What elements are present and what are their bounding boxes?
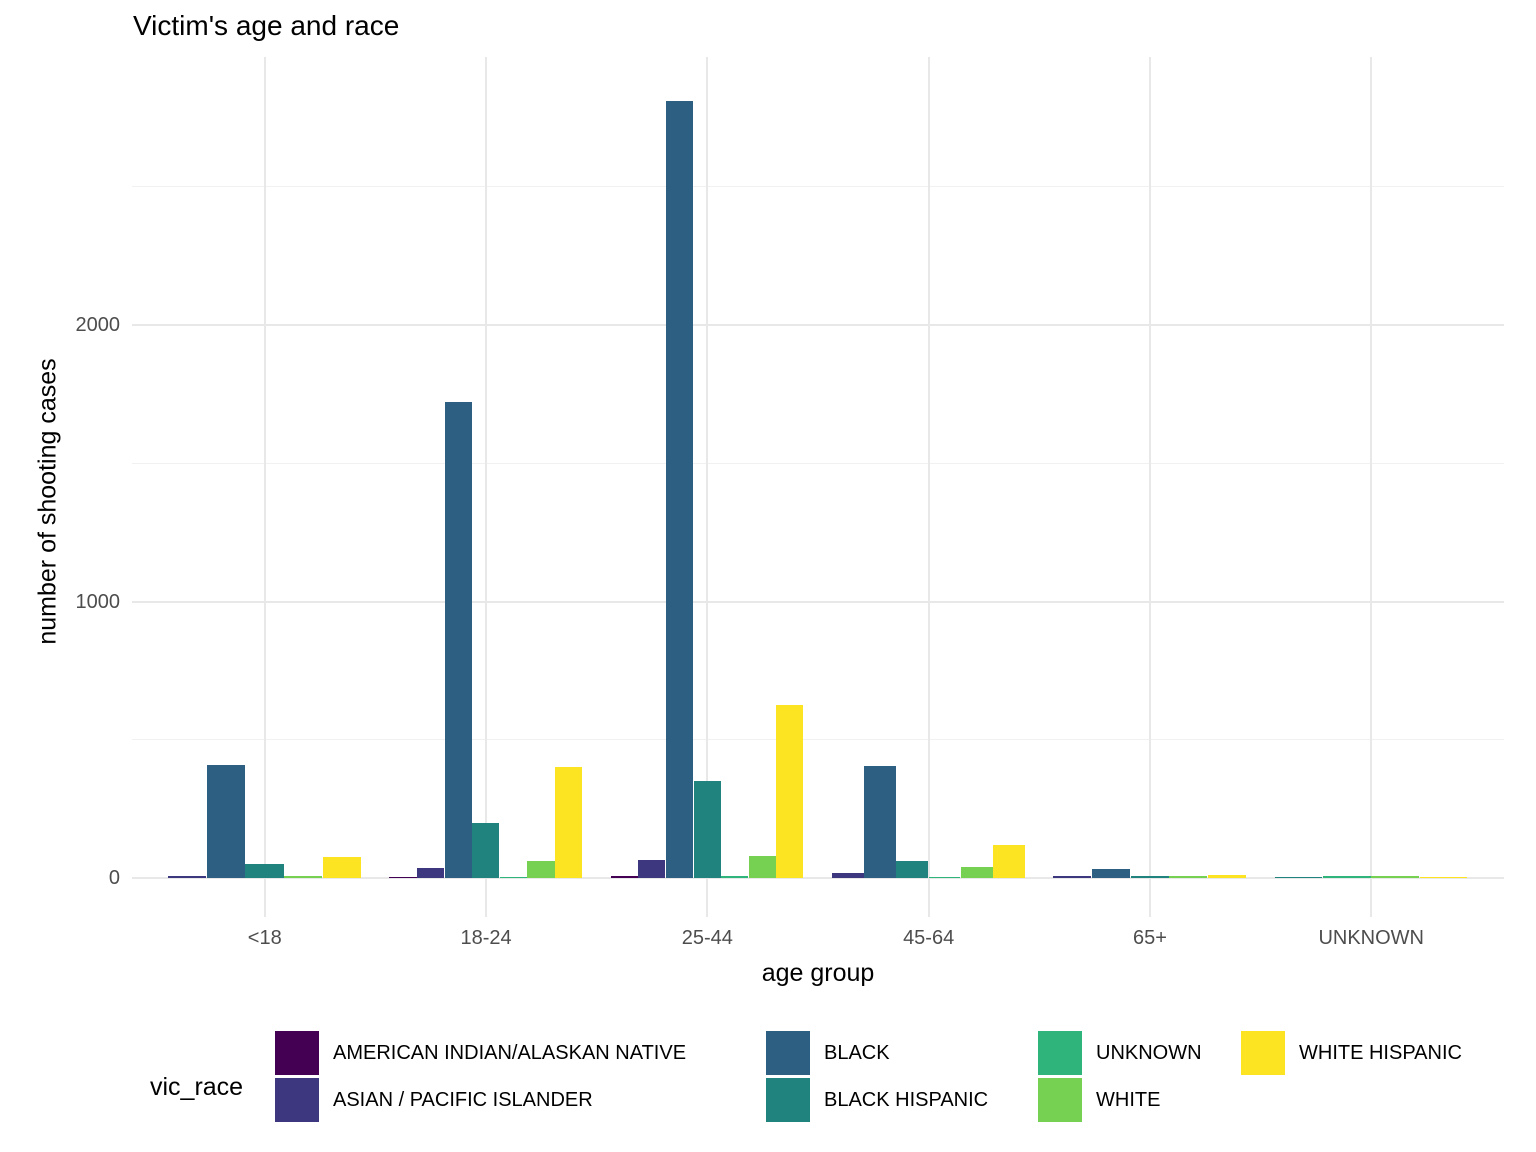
y-tick-label: 0 [108, 867, 120, 889]
legend-swatch-white-hispanic [1241, 1031, 1285, 1075]
legend-swatch-white [1038, 1078, 1082, 1122]
bar-unknown [499, 877, 527, 878]
x-tick-label: UNKNOWN [1318, 927, 1424, 949]
gridline-y-minor [132, 462, 1504, 464]
bar-american-indian-alaskan-native [610, 876, 638, 878]
gridline-x-major [706, 57, 709, 917]
legend-swatch-asian-pacific-islander [275, 1078, 319, 1122]
bar-white-hispanic [322, 857, 361, 878]
bar-american-indian-alaskan-native [389, 876, 417, 878]
gridline-y-major [132, 877, 1504, 879]
bar-white-hispanic [993, 844, 1025, 878]
gridline-x-major [1370, 57, 1373, 917]
bar-black [444, 402, 472, 878]
bar-black-hispanic [245, 863, 284, 878]
gridline-x-major [1148, 57, 1151, 917]
bar-white-hispanic [555, 767, 583, 878]
x-tick-label: 45-64 [903, 927, 955, 949]
bar-black-hispanic [693, 781, 721, 878]
legend-title: vic_race [150, 1073, 244, 1101]
legend-label: ASIAN / PACIFIC ISLANDER [333, 1089, 593, 1111]
bar-white [1169, 876, 1208, 878]
legend-label: WHITE HISPANIC [1299, 1042, 1462, 1064]
legend-swatch-black-hispanic [766, 1078, 810, 1122]
bar-black-hispanic [472, 822, 500, 878]
bar-white [960, 866, 993, 878]
bar-white-hispanic [776, 705, 804, 878]
legend-label: WHITE [1096, 1089, 1161, 1111]
gridline-y-major [132, 600, 1504, 603]
bar-unknown [1322, 875, 1371, 878]
bar-asian-pacific-islander [638, 860, 666, 878]
bar-white-hispanic [1207, 874, 1247, 878]
bar-unknown [928, 876, 961, 878]
gridline-x-major [927, 57, 930, 917]
bar-black [1091, 868, 1131, 878]
y-tick-label: 2000 [75, 314, 121, 336]
bar-unknown [721, 876, 749, 878]
bar-black-hispanic [1130, 876, 1169, 878]
gridline-y-minor [132, 186, 1504, 188]
bar-white-hispanic [1419, 877, 1468, 878]
bar-black [206, 764, 245, 878]
bar-white [284, 875, 323, 878]
gridline-y-major [132, 324, 1504, 326]
plot-title: Victim's age and race [133, 10, 400, 41]
bar-asian-pacific-islander [1053, 876, 1092, 878]
bar-white [748, 855, 776, 878]
x-tick-label: 18-24 [460, 927, 512, 949]
bar-black-hispanic [896, 861, 929, 878]
x-axis-title: age group [761, 959, 875, 987]
legend-label: BLACK [824, 1042, 890, 1064]
bar-white [527, 861, 555, 878]
bar-black [665, 101, 694, 878]
x-tick-label: 25-44 [681, 927, 733, 949]
legend-label: UNKNOWN [1096, 1042, 1202, 1064]
legend-swatch-unknown [1038, 1031, 1082, 1075]
legend-swatch-black [766, 1031, 810, 1075]
legend-label: AMERICAN INDIAN/ALASKAN NATIVE [333, 1042, 687, 1064]
y-axis-title: number of shooting cases [33, 358, 62, 645]
gridline-y-minor [132, 739, 1504, 741]
bar-asian-pacific-islander [417, 868, 445, 878]
x-tick-label: <18 [247, 927, 282, 949]
gridline-x-major [263, 57, 266, 917]
legend-swatch-american-indian-alaskan-native [275, 1031, 319, 1075]
bar-asian-pacific-islander [168, 876, 207, 878]
bar-asian-pacific-islander [832, 873, 864, 878]
bar-black [864, 766, 896, 878]
legend-label: BLACK HISPANIC [824, 1089, 989, 1111]
y-tick-label: 1000 [75, 590, 121, 613]
bar-white [1371, 876, 1420, 878]
x-tick-label: 65+ [1132, 927, 1167, 949]
bar-black-hispanic [1274, 876, 1323, 878]
gridline-x-major [485, 57, 488, 917]
